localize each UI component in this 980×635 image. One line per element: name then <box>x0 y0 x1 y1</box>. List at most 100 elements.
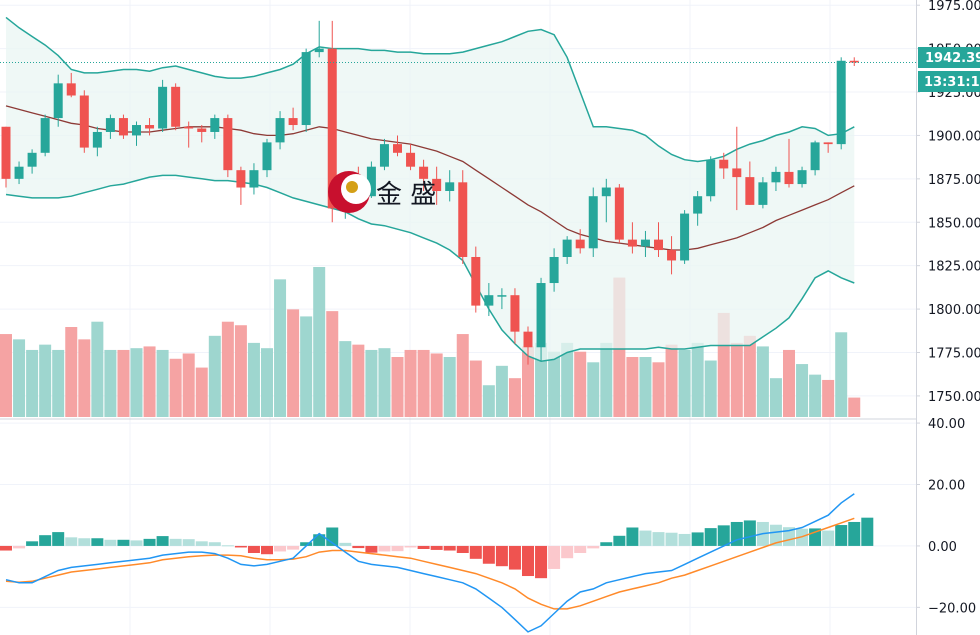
candle-body <box>784 171 794 185</box>
candle <box>66 72 76 98</box>
candle-body <box>393 144 402 153</box>
candle <box>536 277 546 362</box>
candle-body <box>471 256 481 306</box>
volume-bar <box>208 335 221 417</box>
candle <box>92 126 102 157</box>
volume-bar <box>300 316 313 417</box>
volume-bar <box>143 346 156 417</box>
macd-histogram-bar <box>613 535 626 546</box>
macd-indicator <box>0 493 874 633</box>
candle <box>523 326 533 365</box>
candle <box>784 138 794 188</box>
volume-bar <box>365 349 378 417</box>
candle-body <box>40 118 50 153</box>
candle-body <box>27 152 37 167</box>
volume-bar <box>234 325 247 417</box>
volume-bar <box>691 342 704 417</box>
candle-body <box>92 131 102 148</box>
volume-bar <box>561 342 574 417</box>
volume-bar <box>822 379 835 417</box>
macd-histogram-bar <box>300 542 313 546</box>
candle <box>145 118 155 136</box>
candle <box>419 159 429 192</box>
candle-body <box>14 166 24 179</box>
macd-histogram-bar <box>78 538 91 546</box>
watermark-logo-icon <box>328 171 371 213</box>
macd-histogram-bar <box>430 545 443 550</box>
macd-histogram-bar <box>626 527 639 546</box>
volume-bar <box>587 362 600 417</box>
candle <box>810 140 820 176</box>
candle <box>262 138 272 178</box>
volume-bar <box>352 344 365 417</box>
candle-body <box>588 196 598 249</box>
candle <box>406 144 416 171</box>
candle <box>719 152 729 179</box>
macd-line <box>5 493 855 633</box>
candle-body <box>105 118 115 132</box>
macd-tick-label: 0.00 <box>928 540 957 555</box>
candle <box>14 161 24 185</box>
volume-bar <box>404 349 417 417</box>
candle <box>706 156 716 202</box>
candle-body <box>314 48 324 53</box>
candle-body <box>432 178 442 192</box>
candle-body <box>275 118 285 143</box>
candlestick-series <box>0 20 916 365</box>
price-axis[interactable]: 1975.001950.001925.001900.001875.001850.… <box>916 0 980 635</box>
watermark: 金 盛 <box>328 171 436 213</box>
volume-bar <box>796 364 809 417</box>
price-tick-label: 1800.00 <box>928 303 980 318</box>
candle <box>223 114 233 178</box>
macd-histogram-bar <box>169 538 182 546</box>
candle <box>732 126 742 211</box>
candle <box>105 114 115 139</box>
volume-bar <box>508 378 521 417</box>
candle <box>314 20 324 58</box>
volume-bar <box>430 353 443 417</box>
volume-bar <box>221 321 234 417</box>
macd-histogram-bar <box>65 537 78 546</box>
volume-bar <box>756 346 769 417</box>
bollinger-upper-line <box>5 16 855 163</box>
candle-body <box>497 295 507 297</box>
volume-bar <box>730 342 743 417</box>
candle-body <box>288 118 298 126</box>
volume-bar <box>52 349 65 417</box>
volume-bars <box>0 267 861 417</box>
candle-body <box>680 213 690 261</box>
candle <box>432 166 442 205</box>
volume-bar <box>848 397 861 417</box>
candle-body <box>79 95 89 148</box>
candle-body <box>667 250 677 261</box>
candle-body <box>184 126 194 129</box>
candle-body <box>614 187 624 240</box>
volume-bar <box>26 349 39 417</box>
candle-body <box>210 118 220 132</box>
macd-histogram-bar <box>339 542 352 546</box>
macd-histogram-bar <box>665 532 678 546</box>
candle <box>393 135 402 157</box>
macd-signal-line <box>5 517 855 610</box>
volume-bar <box>769 378 782 417</box>
candle-body <box>445 182 455 192</box>
candle-body <box>327 48 337 209</box>
volume-bar <box>339 341 352 417</box>
candle <box>758 177 768 209</box>
candle-body <box>249 170 259 188</box>
candle <box>601 178 611 223</box>
price-tag: 1942.39 13:31:10 <box>918 47 980 92</box>
candle-body <box>562 239 572 257</box>
candle-body <box>301 52 311 126</box>
candle-body <box>758 182 768 205</box>
candle <box>158 79 168 132</box>
volume-bar <box>326 311 339 417</box>
bollinger-fill <box>6 17 855 362</box>
volume-bar <box>665 344 678 417</box>
candle <box>849 57 859 66</box>
volume-bar <box>574 351 587 417</box>
candle <box>471 246 481 313</box>
volume-bar <box>639 357 652 417</box>
macd-histogram-bar <box>587 545 600 549</box>
